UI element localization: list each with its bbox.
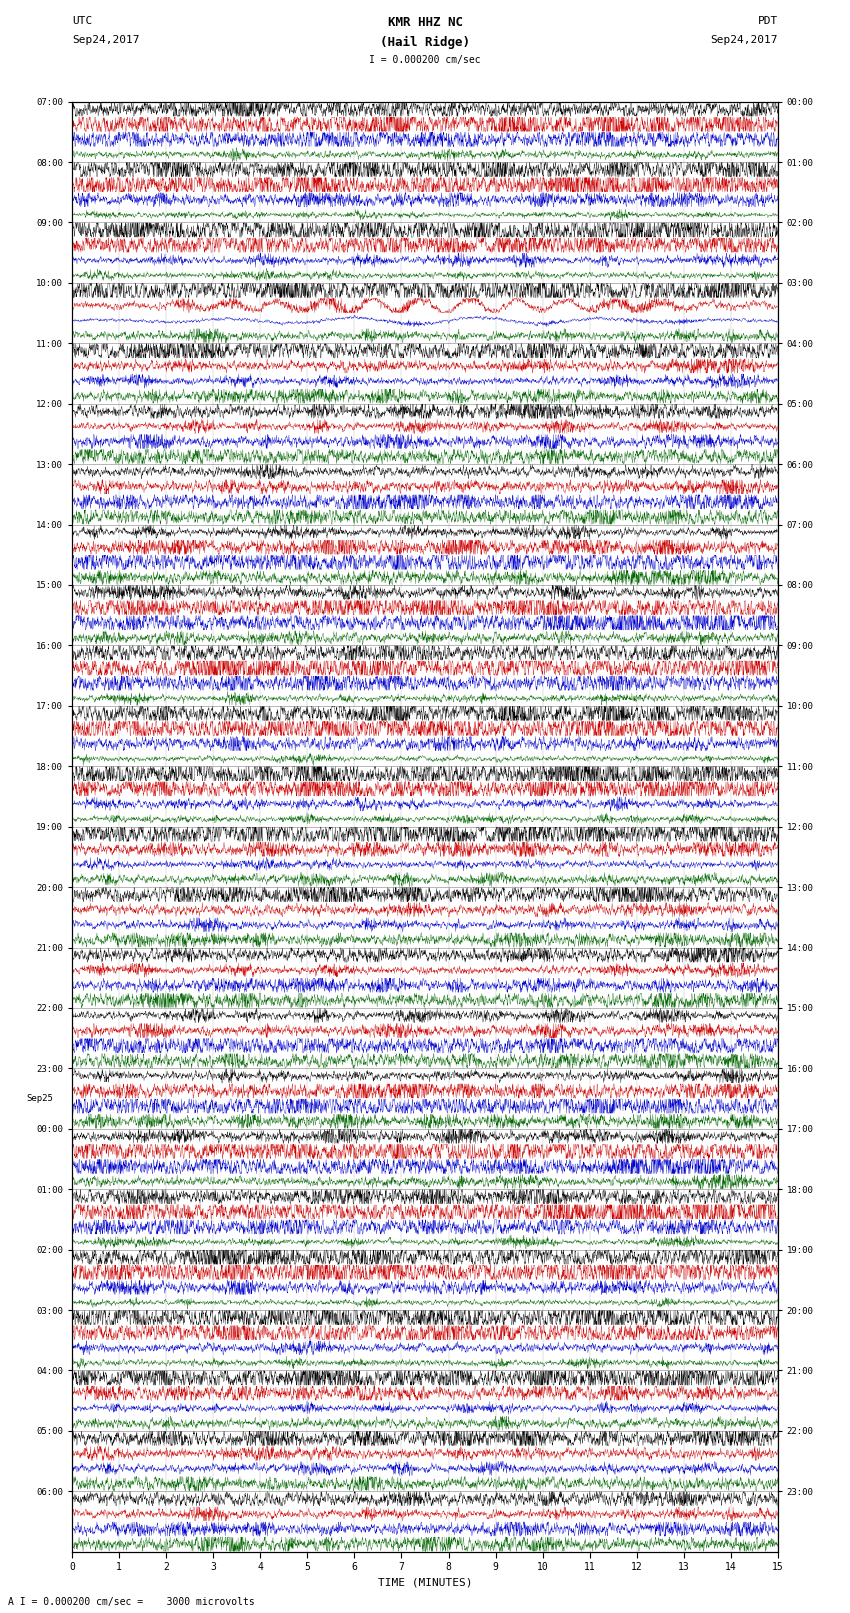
Text: KMR HHZ NC: KMR HHZ NC [388,16,462,29]
Text: (Hail Ridge): (Hail Ridge) [380,35,470,48]
Text: Sep24,2017: Sep24,2017 [72,35,139,45]
Text: Sep24,2017: Sep24,2017 [711,35,778,45]
Text: PDT: PDT [757,16,778,26]
Text: I = 0.000200 cm/sec: I = 0.000200 cm/sec [369,55,481,65]
Text: Sep25: Sep25 [26,1094,54,1103]
Text: UTC: UTC [72,16,93,26]
X-axis label: TIME (MINUTES): TIME (MINUTES) [377,1578,473,1587]
Text: A I = 0.000200 cm/sec =    3000 microvolts: A I = 0.000200 cm/sec = 3000 microvolts [8,1597,255,1607]
